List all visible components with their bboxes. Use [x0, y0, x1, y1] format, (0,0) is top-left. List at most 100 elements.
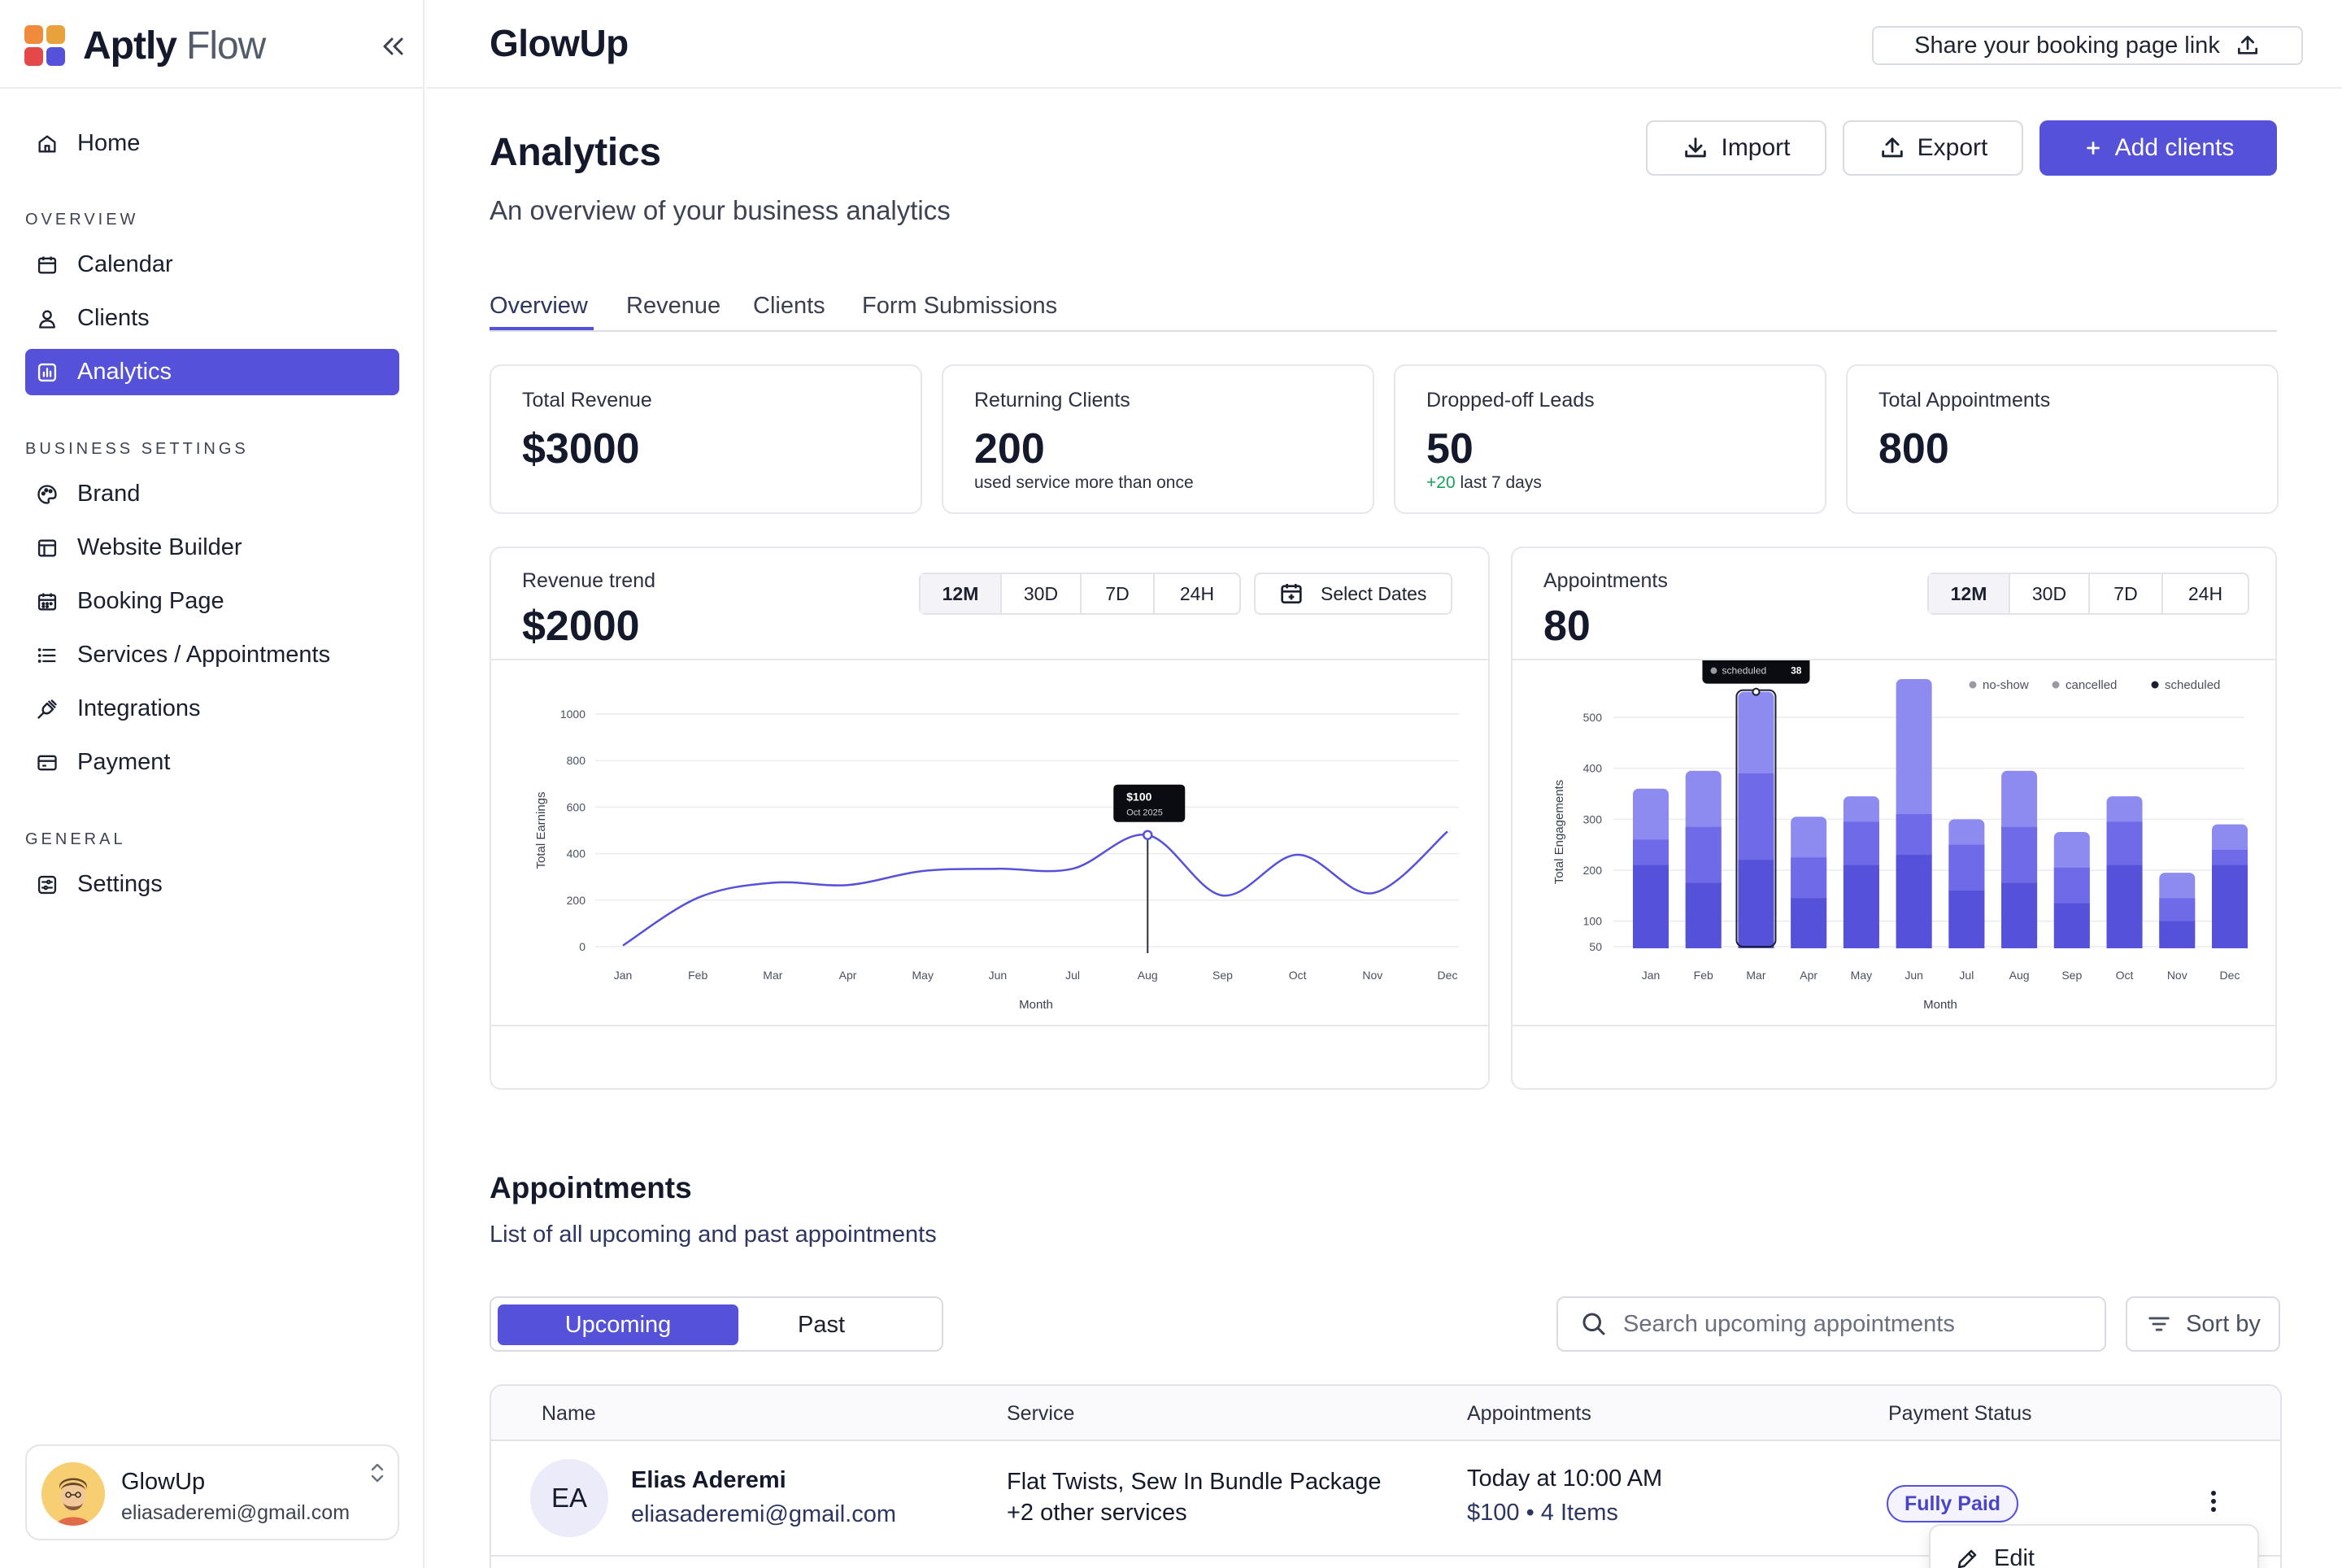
x-tick-label: Jun: [1905, 969, 1923, 982]
import-button[interactable]: Import: [1646, 120, 1826, 176]
menu-item-edit[interactable]: Edit: [1955, 1545, 2035, 1568]
search-input[interactable]: [1623, 1310, 2079, 1338]
chevrons-left-icon: [383, 37, 403, 55]
sidebar-item-brand[interactable]: Brand: [25, 471, 399, 517]
bar-cancelled-jan: [1633, 839, 1669, 867]
range-7d[interactable]: 7D: [2088, 574, 2161, 613]
appointments-section-subtitle: List of all upcoming and past appointmen…: [490, 1222, 937, 1248]
sidebar-item-home[interactable]: Home: [25, 120, 399, 167]
appointments-chart-card: Appointments 80 12M 30D 7D 24H 50 100 200 3…: [1511, 547, 2277, 1090]
brand[interactable]: Aptly Flow: [24, 23, 266, 68]
upload-icon: [1878, 134, 1906, 162]
sidebar-item-website-builder[interactable]: Website Builder: [25, 525, 399, 571]
y-tick-label: 200: [567, 894, 586, 907]
bar-cancelled-jul: [1948, 844, 1985, 893]
sidebar-item-label: Services / Appointments: [77, 642, 331, 668]
card-divider: [1513, 659, 2275, 660]
bar-scheduled-nov: [2159, 921, 2196, 948]
chart-label: Appointments: [1543, 569, 1668, 592]
settings-icon: [35, 873, 59, 897]
account-switcher[interactable]: GlowUp eliasaderemi@gmail.com: [25, 1444, 399, 1540]
x-tick-label: Jan: [1642, 969, 1661, 982]
sidebar-item-booking-page[interactable]: Booking Page: [25, 578, 399, 625]
sidebar-item-calendar[interactable]: Calendar: [25, 242, 399, 288]
stat-value: 50: [1426, 425, 1474, 473]
active-tab-indicator: [490, 327, 594, 330]
sidebar-item-payment[interactable]: Payment: [25, 739, 399, 786]
bar-scheduled-may: [1843, 865, 1879, 948]
bar-cancelled-dec: [2212, 849, 2248, 867]
range-12m[interactable]: 12M: [1929, 574, 2009, 613]
stat-label: Dropped-off Leads: [1426, 389, 1595, 412]
tab-overview[interactable]: Overview: [490, 293, 588, 319]
chart-value: 80: [1543, 603, 1591, 650]
plug-icon: [35, 697, 59, 721]
tab-clients[interactable]: Clients: [753, 293, 825, 319]
sidebar: Aptly Flow Home OVERVIEW Calendar Clients…: [0, 0, 424, 1568]
revenue-trend-card: Revenue trend $2000 12M 30D 7D 24H Selec…: [490, 547, 1490, 1090]
legend-marker-no-show: [1969, 681, 1977, 689]
sidebar-item-analytics[interactable]: Analytics: [25, 349, 399, 395]
appointment-price-items: $100 • 4 Items: [1467, 1500, 1618, 1526]
bar-cancelled-oct: [2106, 821, 2143, 867]
pencil-icon: [1955, 1547, 1979, 1568]
plus-icon: [2083, 137, 2104, 159]
sidebar-item-integrations[interactable]: Integrations: [25, 686, 399, 732]
card-divider: [491, 659, 1488, 660]
x-tick-label: Oct: [2116, 969, 2134, 982]
bar-cancelled-aug: [2001, 826, 2038, 885]
topbar: GlowUp Share your booking page link: [426, 0, 2342, 89]
range-30d[interactable]: 30D: [1000, 574, 1080, 613]
appointments-table: Name Service Appointments Payment Status…: [490, 1384, 2282, 1568]
bar-scheduled-apr: [1791, 898, 1827, 948]
x-tick-label: Sep: [1212, 969, 1233, 982]
tooltip-box: [1113, 784, 1186, 822]
sidebar-item-settings[interactable]: Settings: [25, 861, 399, 908]
sidebar-item-clients[interactable]: Clients: [25, 295, 399, 342]
y-tick-label: 1000: [560, 708, 586, 721]
sidebar-item-services[interactable]: Services / Appointments: [25, 632, 399, 678]
user-icon: [35, 307, 59, 331]
share-booking-link-button[interactable]: Share your booking page link: [1872, 26, 2303, 65]
range-7d[interactable]: 7D: [1080, 574, 1153, 613]
share-button-label: Share your booking page link: [1914, 32, 2220, 59]
y-axis-label: Total Engagements: [1552, 780, 1566, 884]
export-button[interactable]: Export: [1843, 120, 2023, 176]
x-tick-label: Nov: [1362, 969, 1382, 982]
y-tick-label: 800: [567, 754, 586, 767]
row-actions-button[interactable]: [2197, 1483, 2230, 1519]
segment-past[interactable]: Past: [797, 1311, 846, 1338]
website-layout-icon: [35, 536, 59, 560]
x-tick-label: Aug: [2009, 969, 2030, 982]
bar-cancelled-may: [1843, 821, 1879, 867]
calendar-icon: [35, 253, 59, 277]
y-tick-label: 100: [1583, 915, 1603, 928]
bar-scheduled-jan: [1633, 865, 1669, 948]
range-30d[interactable]: 30D: [2009, 574, 2088, 613]
range-24h[interactable]: 24H: [1153, 574, 1239, 613]
sort-by-button[interactable]: Sort by: [2126, 1296, 2280, 1352]
segment-upcoming[interactable]: Upcoming: [498, 1304, 738, 1345]
tab-revenue[interactable]: Revenue: [626, 293, 721, 319]
tab-form-submissions[interactable]: Form Submissions: [862, 293, 1058, 319]
range-24h[interactable]: 24H: [2161, 574, 2248, 613]
legend-marker-cancelled: [2052, 681, 2060, 689]
brand-name-bold: Aptly: [83, 24, 177, 68]
add-clients-label: Add clients: [2114, 134, 2235, 161]
y-tick-label: 200: [1583, 864, 1603, 877]
range-12m[interactable]: 12M: [921, 574, 1000, 613]
stat-card-total-appointments: Total Appointments 800: [1846, 364, 2279, 514]
bar-scheduled-feb: [1685, 882, 1722, 948]
sidebar-item-label: Website Builder: [77, 534, 242, 560]
add-clients-button[interactable]: Add clients: [2039, 120, 2277, 176]
y-tick-label: 400: [567, 847, 586, 860]
sidebar-item-label: Integrations: [77, 695, 201, 721]
y-tick-label: 600: [567, 800, 586, 813]
page-title: Analytics: [490, 131, 661, 174]
table-row[interactable]: EA Elias Aderemi eliasaderemi@gmail.com …: [491, 1443, 2280, 1557]
x-tick-label: Sep: [2061, 969, 2082, 982]
collapse-sidebar-button[interactable]: [376, 31, 410, 62]
revenue-line-chart: 0 200 400 600 800 1000 Jan Feb Mar Apr May Jun Jul Au…: [534, 708, 1459, 1012]
select-dates-button[interactable]: Select Dates: [1254, 573, 1453, 615]
account-name: GlowUp: [121, 1469, 206, 1495]
